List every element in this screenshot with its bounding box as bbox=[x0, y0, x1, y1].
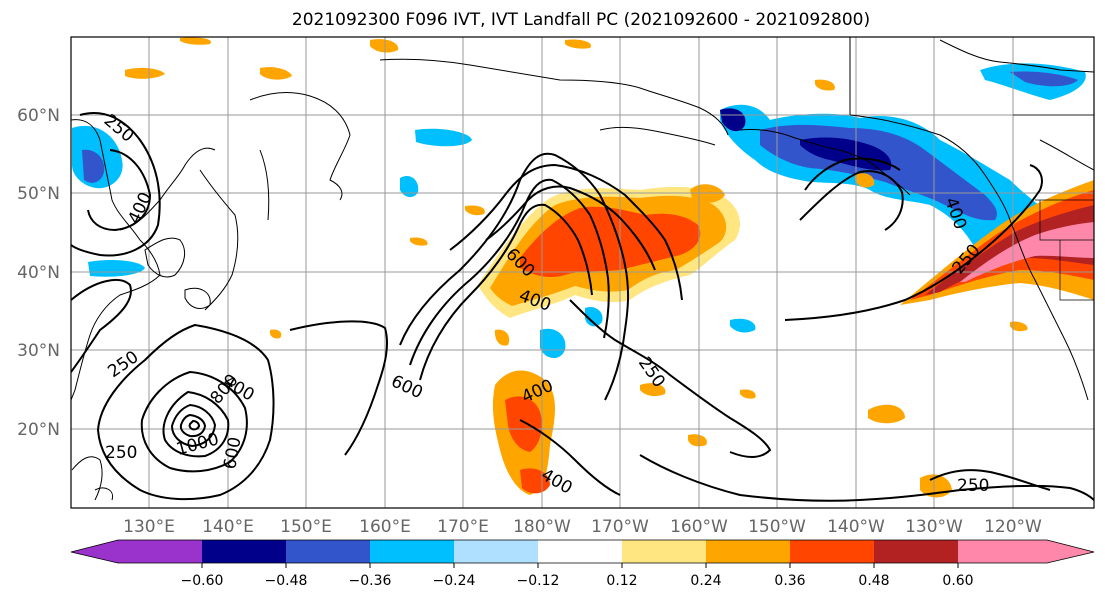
colorbar-swatch bbox=[454, 540, 539, 563]
colorbar-swatch bbox=[118, 540, 203, 563]
colorbar-swatch bbox=[622, 540, 707, 563]
map-border bbox=[70, 36, 1095, 509]
colorbar-tick-label: −0.36 bbox=[349, 573, 392, 589]
lon-label: 170°E bbox=[437, 517, 489, 537]
lat-label: 40°N bbox=[17, 263, 60, 283]
lon-label: 150°E bbox=[280, 517, 332, 537]
lon-label: 180°W bbox=[513, 517, 571, 537]
lat-label: 30°N bbox=[17, 341, 60, 361]
coastlines bbox=[71, 37, 1094, 501]
ivt-contours bbox=[71, 112, 1094, 502]
colorbar-outline bbox=[70, 539, 1095, 564]
lon-label: 150°W bbox=[748, 517, 806, 537]
lon-label: 160°W bbox=[670, 517, 728, 537]
lon-label: 140°E bbox=[202, 517, 254, 537]
colorbar-extend-right bbox=[958, 540, 1094, 563]
lat-label: 60°N bbox=[17, 106, 60, 126]
lon-label: 130°E bbox=[123, 517, 175, 537]
colorbar-tick-label: 0.12 bbox=[606, 573, 637, 589]
colorbar-tick-label: −0.48 bbox=[265, 573, 308, 589]
colorbar-swatch bbox=[790, 540, 875, 563]
colorbar-extend-left bbox=[71, 540, 118, 563]
colorbar-ticks bbox=[201, 563, 959, 568]
colorbar-tick-label: 0.24 bbox=[690, 573, 721, 589]
colorbar-tick-label: −0.60 bbox=[181, 573, 224, 589]
lon-label: 120°W bbox=[984, 517, 1042, 537]
latitude-labels: 60°N 50°N 40°N 30°N 20°N bbox=[17, 106, 60, 440]
colorbar-swatch bbox=[286, 540, 371, 563]
lon-label: 140°W bbox=[827, 517, 885, 537]
colorbar: −0.60 −0.48 −0.36 −0.24 −0.12 0.12 0.24 … bbox=[70, 539, 1095, 589]
colorbar-tick-label: −0.24 bbox=[433, 573, 476, 589]
colorbar-swatch bbox=[706, 540, 791, 563]
lat-label: 20°N bbox=[17, 420, 60, 440]
contour-label: 250 bbox=[105, 443, 137, 463]
longitude-labels: 130°E 140°E 150°E 160°E 170°E 180°W 170°… bbox=[123, 517, 1042, 537]
lat-label: 50°N bbox=[17, 184, 60, 204]
contour-label: 250 bbox=[957, 476, 989, 496]
colorbar-swatch bbox=[874, 540, 959, 563]
lon-label: 160°E bbox=[359, 517, 411, 537]
colorbar-tick-label: −0.12 bbox=[517, 573, 560, 589]
colorbar-tick-label: 0.48 bbox=[858, 573, 889, 589]
colorbar-swatch bbox=[538, 540, 623, 563]
colorbar-tick-label: 0.60 bbox=[942, 573, 973, 589]
colorbar-swatch bbox=[202, 540, 287, 563]
lon-label: 130°W bbox=[905, 517, 963, 537]
lon-label: 170°W bbox=[591, 517, 649, 537]
colorbar-swatch bbox=[370, 540, 455, 563]
political-borders bbox=[1013, 114, 1094, 301]
map-title: 2021092300 F096 IVT, IVT Landfall PC (20… bbox=[292, 10, 870, 30]
colorbar-tick-label: 0.36 bbox=[774, 573, 805, 589]
